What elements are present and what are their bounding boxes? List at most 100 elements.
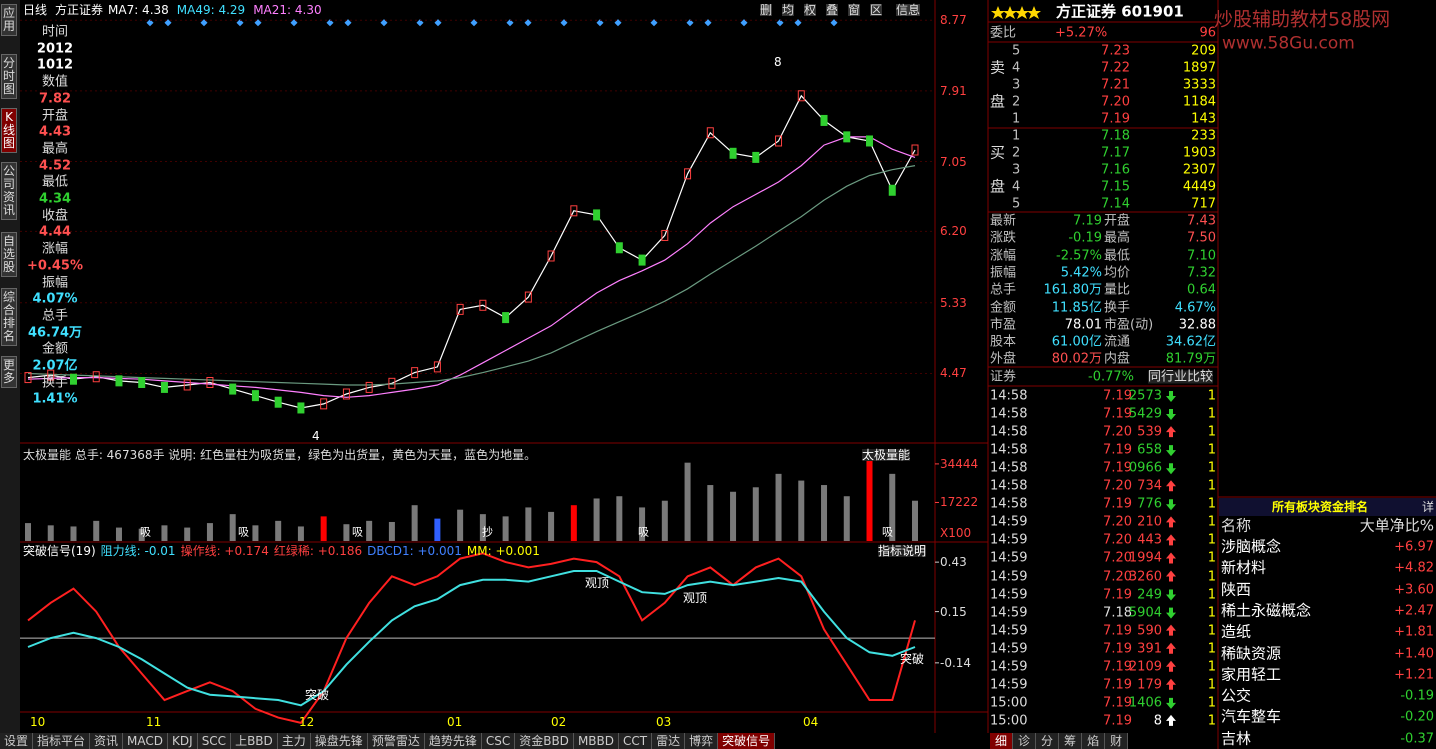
toolbar-button[interactable]: 信息 bbox=[896, 3, 921, 17]
tick-arrow bbox=[1166, 697, 1176, 709]
signal-diamond bbox=[560, 19, 568, 27]
bottom-tab[interactable]: 设置 bbox=[0, 733, 34, 749]
y-tick-label: -0.14 bbox=[940, 655, 972, 670]
bottom-tab[interactable]: 预警雷达 bbox=[367, 733, 425, 749]
bottom-tab[interactable]: 操盘先锋 bbox=[310, 733, 368, 749]
side-tab[interactable]: 自选股 bbox=[1, 232, 17, 277]
bottom-tab[interactable]: 上BBD bbox=[231, 733, 278, 749]
board-detail[interactable]: 详 bbox=[1422, 500, 1435, 514]
toolbar-button[interactable]: 区 bbox=[870, 3, 883, 17]
signal-annotation: 突破 bbox=[900, 652, 925, 666]
toolbar-button[interactable]: 窗 bbox=[848, 3, 861, 17]
tick-volume: 3260 bbox=[1128, 569, 1162, 584]
bottom-tab[interactable]: 指标平台 bbox=[33, 733, 91, 749]
candle bbox=[274, 396, 282, 408]
tick-time: 14:58 bbox=[990, 442, 1028, 458]
tick-count: 1 bbox=[1207, 478, 1216, 494]
stat-label: 均价 bbox=[1104, 265, 1131, 281]
side-tab[interactable]: 公司资讯 bbox=[1, 162, 17, 220]
quote-tab[interactable]: 诊 bbox=[1013, 733, 1037, 749]
tick-volume: 539 bbox=[1137, 424, 1162, 440]
bottom-tab[interactable]: 雷达 bbox=[652, 733, 686, 749]
bottom-tab[interactable]: KDJ bbox=[168, 733, 198, 749]
candle bbox=[433, 361, 441, 373]
toolbar-button[interactable]: 叠 bbox=[826, 3, 839, 17]
toolbar-button[interactable]: 删 bbox=[760, 3, 773, 17]
quote-tab[interactable]: 细 bbox=[990, 733, 1014, 749]
tick-price: 7.19 bbox=[1103, 496, 1132, 512]
side-tab[interactable]: 更多 bbox=[1, 356, 17, 388]
candle bbox=[729, 147, 737, 159]
candle bbox=[365, 381, 373, 393]
bottom-tab[interactable]: MBBD bbox=[573, 733, 619, 749]
tick-count: 1 bbox=[1207, 605, 1216, 621]
level-price: 7.23 bbox=[1101, 43, 1130, 59]
volume-bar bbox=[775, 473, 782, 541]
candle bbox=[160, 381, 168, 393]
quote-tab[interactable]: 筹 bbox=[1059, 733, 1083, 749]
bottom-tab[interactable]: 趋势先锋 bbox=[424, 733, 482, 749]
tick-count: 1 bbox=[1207, 695, 1216, 711]
side-tab[interactable]: 综合排名 bbox=[1, 288, 17, 346]
side-tab[interactable]: 应用 bbox=[1, 4, 17, 36]
side-tab[interactable]: K线图 bbox=[1, 108, 17, 153]
tick-arrow bbox=[1166, 570, 1176, 582]
volume-bar bbox=[411, 505, 418, 541]
indicator-help[interactable]: 指标说明 bbox=[878, 544, 927, 558]
tick-count: 1 bbox=[1207, 641, 1216, 657]
candle bbox=[69, 373, 77, 385]
volume-bar bbox=[206, 523, 213, 541]
watermark-url: www.58Gu.com bbox=[1222, 33, 1355, 54]
bottom-tab[interactable]: 资讯 bbox=[90, 733, 124, 749]
volume-bar bbox=[912, 500, 918, 541]
volume-bar bbox=[320, 516, 327, 541]
bottom-tab[interactable]: SCC bbox=[197, 733, 232, 749]
board-value: -0.20 bbox=[1400, 709, 1434, 725]
tick-price: 7.20 bbox=[1103, 424, 1132, 440]
side-label: 卖 bbox=[990, 58, 1006, 77]
bottom-tab[interactable]: 博弈 bbox=[685, 733, 719, 749]
tick-price: 7.19 bbox=[1103, 406, 1132, 422]
level-volume: 717 bbox=[1191, 196, 1216, 212]
stat-label: 内盘 bbox=[1104, 351, 1131, 367]
board-value: +1.21 bbox=[1394, 667, 1434, 683]
indicator-select[interactable]: 太极量能 bbox=[862, 448, 911, 462]
bottom-tab[interactable]: MACD bbox=[123, 733, 169, 749]
volume-annotation: 吸 bbox=[140, 525, 151, 539]
quote-tab[interactable]: 财 bbox=[1105, 733, 1129, 749]
tick-arrow bbox=[1166, 714, 1176, 726]
tick-time: 15:00 bbox=[990, 713, 1028, 729]
indicator-line bbox=[27, 570, 916, 707]
tick-price: 7.19 bbox=[1103, 677, 1132, 693]
compare-button[interactable]: 同行业比较 bbox=[1148, 369, 1214, 385]
signal-diamond bbox=[830, 19, 838, 27]
bottom-tab[interactable]: 突破信号 bbox=[718, 733, 776, 749]
tick-arrow bbox=[1166, 678, 1176, 690]
x-tick-label: 02 bbox=[551, 715, 567, 729]
quote-tab[interactable]: 焰 bbox=[1082, 733, 1106, 749]
volume-bar bbox=[866, 460, 873, 541]
toolbar-button[interactable]: 均 bbox=[782, 3, 795, 17]
volume-bar bbox=[93, 520, 100, 541]
bottom-tab[interactable]: 资金BBD bbox=[515, 733, 574, 749]
y-tick-label: 4.47 bbox=[940, 366, 967, 381]
side-tab[interactable]: 分时图 bbox=[1, 54, 17, 99]
quote-tab[interactable]: 分 bbox=[1036, 733, 1060, 749]
toolbar-button[interactable]: 权 bbox=[804, 3, 817, 17]
tick-arrow bbox=[1166, 463, 1176, 475]
bottom-tab[interactable]: CSC bbox=[481, 733, 516, 749]
stat-value: 5.42% bbox=[1060, 265, 1102, 281]
x-tick-label: 03 bbox=[656, 715, 672, 729]
bottom-tab[interactable]: 主力 bbox=[277, 733, 311, 749]
volume-bar bbox=[275, 520, 282, 541]
candle bbox=[388, 377, 396, 389]
indicator-line bbox=[27, 552, 916, 725]
board-value: -0.19 bbox=[1400, 688, 1434, 704]
candle bbox=[888, 184, 896, 196]
info-label: 振幅 bbox=[41, 275, 69, 290]
signal-diamond bbox=[524, 19, 532, 27]
ma-label: MA21: 4.30 bbox=[253, 3, 322, 17]
volume-bar bbox=[661, 500, 668, 541]
bottom-tab[interactable]: CCT bbox=[619, 733, 653, 749]
tick-price: 7.20 bbox=[1103, 550, 1132, 566]
